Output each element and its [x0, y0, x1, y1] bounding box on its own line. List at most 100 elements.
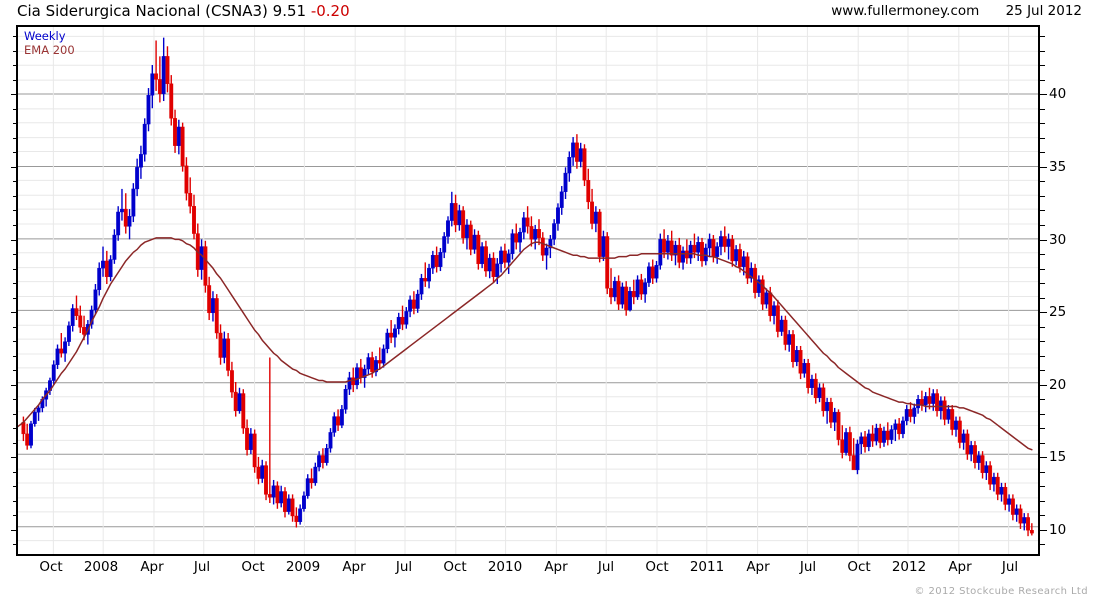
y-axis-tick-label: 20: [1049, 376, 1067, 393]
y-axis-minor-tick: [1040, 109, 1045, 110]
y-axis-tick-label: 15: [1049, 449, 1067, 466]
y-axis-minor-tick: [1040, 501, 1045, 502]
x-axis-tick-label: Apr: [746, 559, 770, 575]
y-axis-minor-tick: [1040, 370, 1045, 371]
y-axis-minor-tick: [1040, 80, 1045, 81]
y-axis-minor-tick: [1040, 36, 1045, 37]
y-axis-left-tick: [13, 269, 18, 270]
y-axis-left-tick: [13, 501, 18, 502]
x-axis-tick-label: Oct: [645, 559, 669, 575]
y-axis-left-ticks: [10, 25, 18, 556]
y-axis-tick-label: 30: [1049, 231, 1067, 248]
x-axis-tick-label: 2011: [689, 559, 725, 575]
y-axis-minor-tick: [1040, 356, 1045, 357]
y-axis-left-tick: [11, 240, 18, 241]
x-axis-tick-label: 2012: [891, 559, 927, 575]
y-axis-tick-label: 40: [1049, 86, 1067, 103]
x-axis-tick-label: Jul: [799, 559, 817, 575]
price-change: -0.20: [310, 2, 350, 20]
chart-plot-area[interactable]: Weekly EMA 200: [16, 25, 1040, 556]
y-axis-minor-tick: [1040, 138, 1045, 139]
x-axis-tick-label: Oct: [443, 559, 467, 575]
y-axis-tick-mark: [1040, 457, 1047, 458]
x-axis-tick-label: Apr: [948, 559, 972, 575]
x-axis-tick-label: Apr: [544, 559, 568, 575]
y-axis-minor-tick: [1040, 51, 1045, 52]
y-axis-tick-mark: [1040, 167, 1047, 168]
y-axis-minor-tick: [1040, 472, 1045, 473]
y-axis-left-tick: [13, 36, 18, 37]
y-axis-left-tick: [13, 414, 18, 415]
y-axis-minor-tick: [1040, 269, 1045, 270]
y-axis-left-tick: [13, 544, 18, 545]
y-axis-left-tick: [13, 428, 18, 429]
y-axis-left-tick: [13, 138, 18, 139]
y-axis-left-tick: [13, 254, 18, 255]
y-axis-minor-tick: [1040, 486, 1045, 487]
y-axis-left-tick: [13, 370, 18, 371]
y-axis-tick-mark: [1040, 530, 1047, 531]
x-axis-tick-label: 2010: [487, 559, 523, 575]
y-axis: 40 35 30 25 20 15 10: [1040, 25, 1098, 556]
y-axis-minor-tick: [1040, 544, 1045, 545]
y-axis-minor-tick: [1040, 515, 1045, 516]
y-axis-minor-tick: [1040, 225, 1045, 226]
header-right: www.fullermoney.com 25 Jul 2012: [831, 3, 1082, 19]
y-axis-left-tick: [13, 472, 18, 473]
legend-item-weekly: Weekly: [24, 29, 66, 43]
y-axis-minor-tick: [1040, 443, 1045, 444]
x-axis-tick-label: Jul: [597, 559, 615, 575]
instrument-title: Cia Siderurgica Nacional (CSNA3) 9.51: [17, 2, 307, 20]
x-axis-tick-label: Oct: [847, 559, 871, 575]
y-axis-minor-tick: [1040, 181, 1045, 182]
y-axis-left-tick: [13, 196, 18, 197]
y-axis-left-tick: [11, 457, 18, 458]
y-axis-left-tick: [13, 486, 18, 487]
y-axis-minor-tick: [1040, 327, 1045, 328]
y-axis-left-tick: [11, 167, 18, 168]
y-axis-tick-label: 35: [1049, 158, 1067, 175]
x-axis-tick-label: 2009: [285, 559, 321, 575]
x-axis: Oct 2008 Apr Jul Oct 2009 Apr Jul Oct 2010 Apr Jul O…: [16, 558, 1040, 582]
y-axis-tick-mark: [1040, 385, 1047, 386]
y-axis-minor-tick: [1040, 414, 1045, 415]
x-axis-tick-label: 2008: [83, 559, 119, 575]
y-axis-minor-tick: [1040, 399, 1045, 400]
y-axis-left-tick: [13, 515, 18, 516]
x-axis-tick-label: Jul: [1001, 559, 1019, 575]
y-axis-minor-tick: [1040, 152, 1045, 153]
chart-legend: Weekly EMA 200: [24, 29, 75, 57]
y-axis-left-tick: [13, 123, 18, 124]
legend-item-ema200: EMA 200: [24, 43, 75, 57]
y-axis-left-tick: [13, 443, 18, 444]
y-axis-tick-mark: [1040, 94, 1047, 95]
y-axis-left-tick: [13, 298, 18, 299]
page-title: Cia Siderurgica Nacional (CSNA3) 9.51 -0…: [17, 2, 350, 20]
y-axis-left-tick: [11, 530, 18, 531]
copyright-notice: © 2012 Stockcube Research Ltd: [914, 586, 1088, 597]
x-axis-tick-label: Jul: [395, 559, 413, 575]
y-axis-minor-tick: [1040, 210, 1045, 211]
y-axis-minor-tick: [1040, 283, 1045, 284]
y-axis-minor-tick: [1040, 123, 1045, 124]
y-axis-left-tick: [13, 327, 18, 328]
y-axis-minor-tick: [1040, 65, 1045, 66]
y-axis-left-tick: [13, 210, 18, 211]
y-axis-minor-tick: [1040, 341, 1045, 342]
x-axis-tick-label: Oct: [39, 559, 63, 575]
y-axis-left-tick: [13, 51, 18, 52]
y-axis-left-tick: [13, 181, 18, 182]
y-axis-left-tick: [13, 283, 18, 284]
y-axis-tick-mark: [1040, 240, 1047, 241]
x-axis-tick-label: Apr: [342, 559, 366, 575]
y-axis-left-tick: [11, 312, 18, 313]
chart-series-layer: [18, 37, 1034, 537]
y-axis-left-tick: [13, 225, 18, 226]
y-axis-left-tick: [13, 341, 18, 342]
y-axis-minor-tick: [1040, 428, 1045, 429]
x-axis-tick-label: Jul: [193, 559, 211, 575]
y-axis-left-tick: [13, 80, 18, 81]
y-axis-left-tick: [13, 109, 18, 110]
x-axis-tick-label: Apr: [140, 559, 164, 575]
